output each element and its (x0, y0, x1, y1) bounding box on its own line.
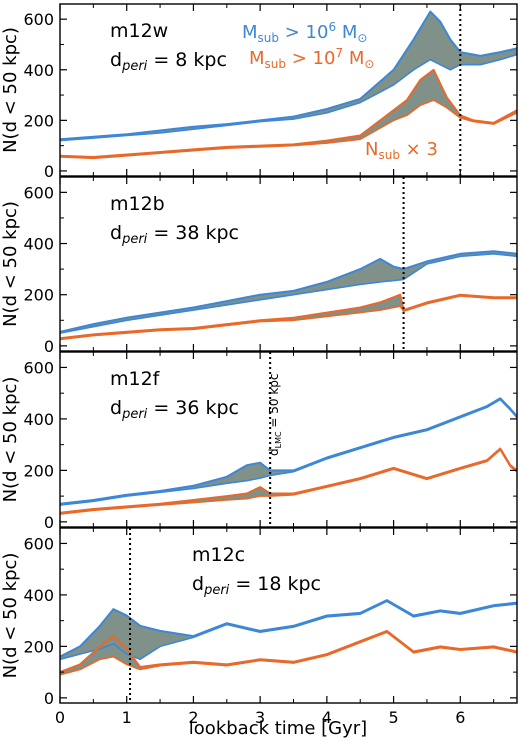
y-axis-label: N(d < 50 kpc) (0, 377, 21, 503)
x-tick-label: 0 (55, 708, 65, 727)
series-line-0 (59, 10, 518, 141)
pericenter-label: dperi = 8 kpc (110, 49, 227, 74)
panel-title: m12f (110, 368, 161, 390)
y-tick-label: 600 (23, 358, 54, 377)
legend-note: Nsub × 3 (365, 139, 438, 162)
y-tick-label: 0 (44, 337, 54, 356)
x-axis-label: lookback time [Gyr] (189, 718, 367, 739)
x-tick-label: 2 (188, 708, 198, 727)
y-tick-label: 600 (23, 534, 54, 553)
series-line-3 (59, 295, 517, 341)
legend-orange: Msub > 107 M⊙ (249, 46, 374, 71)
panel-m12c: 0 200 400 600 0 1 2 3 4 5 6 N(d < 50 kpc) m12c dperi … (0, 527, 518, 727)
panel-frame (59, 527, 518, 704)
y-tick-label: 200 (23, 111, 54, 130)
panel-frame (59, 176, 518, 352)
series-line-1 (59, 253, 518, 334)
series-line-1 (59, 600, 518, 661)
y-axis-label: N(d < 50 kpc) (0, 201, 21, 327)
y-tick-label: 400 (23, 235, 54, 254)
y-tick-label: 600 (23, 10, 54, 29)
legend: Msub > 106 M⊙ Msub > 107 M⊙ Nsub × 3 (242, 20, 438, 162)
series-line-1 (59, 398, 518, 506)
panel-title: m12w (110, 20, 168, 42)
lmc-annotation: dLMC = 50 kpc (267, 373, 283, 456)
series-line-2 (59, 293, 517, 340)
y-tick-label: 0 (44, 162, 54, 181)
x-tick-label: 4 (322, 708, 332, 727)
series-line-2 (59, 68, 518, 158)
series-line-3 (59, 449, 518, 515)
y-tick-label: 0 (44, 689, 54, 708)
x-tick-label: 1 (122, 708, 132, 727)
panel-title: m12b (110, 193, 165, 215)
y-tick-label: 400 (23, 61, 54, 80)
series-line-3 (59, 99, 518, 160)
y-tick-label: 600 (23, 183, 54, 202)
y-tick-label: 200 (23, 461, 54, 480)
legend-blue: Msub > 106 M⊙ (242, 20, 367, 45)
panel-frame (59, 3, 518, 177)
y-tick-label: 0 (44, 513, 54, 532)
y-axis-label: N(d < 50 kpc) (0, 553, 21, 679)
pericenter-label: dperi = 36 kpc (110, 397, 239, 422)
panel-frame (59, 351, 518, 528)
series-line-3 (59, 631, 518, 676)
y-tick-label: 400 (23, 586, 54, 605)
series-line-2 (59, 629, 518, 674)
series-line-0 (59, 250, 518, 333)
y-axis-label: N(d < 50 kpc) (0, 27, 21, 153)
x-tick-label: 5 (388, 708, 398, 727)
panel-title: m12c (192, 544, 245, 566)
series-line-0 (59, 397, 518, 505)
x-tick-label: 3 (255, 708, 265, 727)
band-orange (60, 448, 517, 515)
y-tick-label: 200 (23, 637, 54, 656)
x-tick-label: 6 (455, 708, 465, 727)
pericenter-label: dperi = 38 kpc (110, 222, 239, 247)
y-tick-label: 400 (23, 410, 54, 429)
series-line-2 (59, 447, 518, 514)
series-line-0 (59, 599, 518, 658)
pericenter-label: dperi = 18 kpc (192, 573, 321, 598)
y-tick-label: 200 (23, 286, 54, 305)
